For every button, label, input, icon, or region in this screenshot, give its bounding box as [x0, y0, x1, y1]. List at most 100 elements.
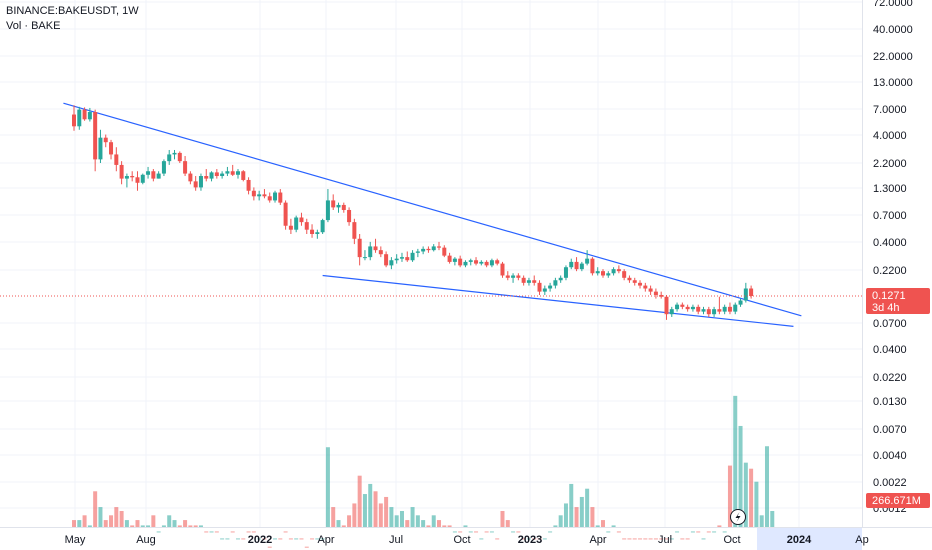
candle [124, 173, 129, 188]
candle-body [495, 260, 500, 264]
candle-body [653, 291, 658, 295]
volume-bar [690, 531, 695, 533]
candle [601, 269, 605, 278]
x-tick-label: 2022 [248, 534, 272, 546]
volume-bar [553, 525, 558, 527]
volume-bar [537, 538, 542, 540]
candle-body [537, 282, 542, 292]
candle-body [172, 152, 177, 155]
candle [717, 296, 722, 315]
candle [119, 161, 124, 185]
candle [257, 190, 262, 201]
candle-body [479, 261, 484, 264]
candle [368, 241, 373, 261]
candle-body [267, 196, 272, 201]
candle-body [638, 282, 643, 286]
candle-body [146, 171, 151, 175]
volume-bar [135, 520, 140, 527]
candle [664, 294, 669, 320]
volume-bar [685, 538, 690, 540]
candle-body [283, 202, 288, 226]
volume-bar [468, 531, 473, 533]
y-tick-label: 1.3000 [873, 183, 907, 195]
current-volume-value: 266.671M [872, 495, 921, 507]
candle [526, 277, 531, 286]
volume-bar [209, 531, 214, 533]
x-tick-label: May [65, 534, 86, 546]
candle-body [93, 112, 98, 160]
candle-body [183, 161, 188, 174]
candle-body [251, 190, 256, 197]
candle [146, 166, 151, 179]
candle [357, 234, 362, 266]
symbol-name[interactable]: BINANCE:BAKEUSDT [6, 5, 117, 17]
candle-body [579, 263, 584, 270]
candle-body [161, 161, 166, 174]
x-tick-label: 2023 [518, 534, 542, 546]
candle [532, 275, 537, 286]
candle-body [452, 258, 457, 262]
candle [685, 304, 690, 312]
current-price-value: 0.1271 [872, 290, 906, 302]
candle [733, 302, 738, 315]
y-tick-label: 0.0220 [873, 372, 907, 384]
candle-body [235, 171, 240, 175]
volume-bar [770, 510, 775, 527]
volume-bar [405, 520, 410, 527]
candle-body [468, 260, 473, 262]
y-tick-label: 40.0000 [873, 24, 913, 36]
candle-body [87, 112, 92, 120]
candle [304, 218, 309, 235]
candle [542, 285, 547, 295]
trendline[interactable] [63, 102, 802, 317]
candle [336, 202, 341, 213]
volume-bar [77, 520, 82, 527]
candle [262, 189, 267, 199]
y-tick-label: 72.0000 [873, 0, 913, 9]
volume-bar [659, 538, 664, 540]
candle [82, 107, 87, 121]
volume-bar [98, 507, 103, 527]
candle-body [241, 171, 246, 180]
current-volume-label: 266.671M [866, 493, 930, 508]
candle-body [220, 173, 225, 177]
candle-body [437, 246, 442, 248]
volume-bar [500, 510, 505, 527]
volume-bar [267, 546, 272, 548]
candle [447, 252, 452, 264]
candle-body [151, 171, 156, 179]
trendline-layer [63, 102, 802, 327]
candle [98, 129, 103, 163]
symbol-row[interactable]: BINANCE:BAKEUSDT, 1W [6, 5, 139, 17]
candle [103, 134, 108, 148]
candle [362, 250, 367, 261]
candle-body [394, 258, 399, 261]
volume-bar [378, 503, 383, 527]
time-axis[interactable]: May Aug 2022 Apr Jul Oct 2023 Apr Jul Oct 2024 Ap [65, 534, 869, 546]
trendline[interactable] [322, 274, 794, 327]
lightning-icon[interactable] [730, 509, 746, 525]
candle-body [262, 194, 267, 197]
x-tick-label: Jul [389, 534, 403, 546]
volume-bar [278, 538, 283, 540]
candle-body [553, 280, 558, 286]
price-axis[interactable]: 72.0000 40.0000 22.0000 13.0000 7.0000 4.0000… [873, 0, 913, 515]
candle-body [701, 309, 706, 312]
candle [209, 171, 214, 182]
candle [198, 173, 203, 191]
candle [653, 288, 658, 299]
candle [426, 246, 431, 253]
interval-label[interactable]: 1W [122, 5, 139, 17]
candle [569, 258, 574, 270]
candle-body [135, 177, 140, 183]
volume-bar [124, 520, 129, 527]
y-tick-label: 0.2200 [873, 265, 907, 277]
volume-bar [325, 447, 330, 527]
y-tick-label: 0.0700 [873, 318, 907, 330]
volume-bar [606, 531, 611, 533]
candle [267, 192, 272, 203]
candle [299, 212, 304, 226]
volume-bar [87, 525, 92, 527]
